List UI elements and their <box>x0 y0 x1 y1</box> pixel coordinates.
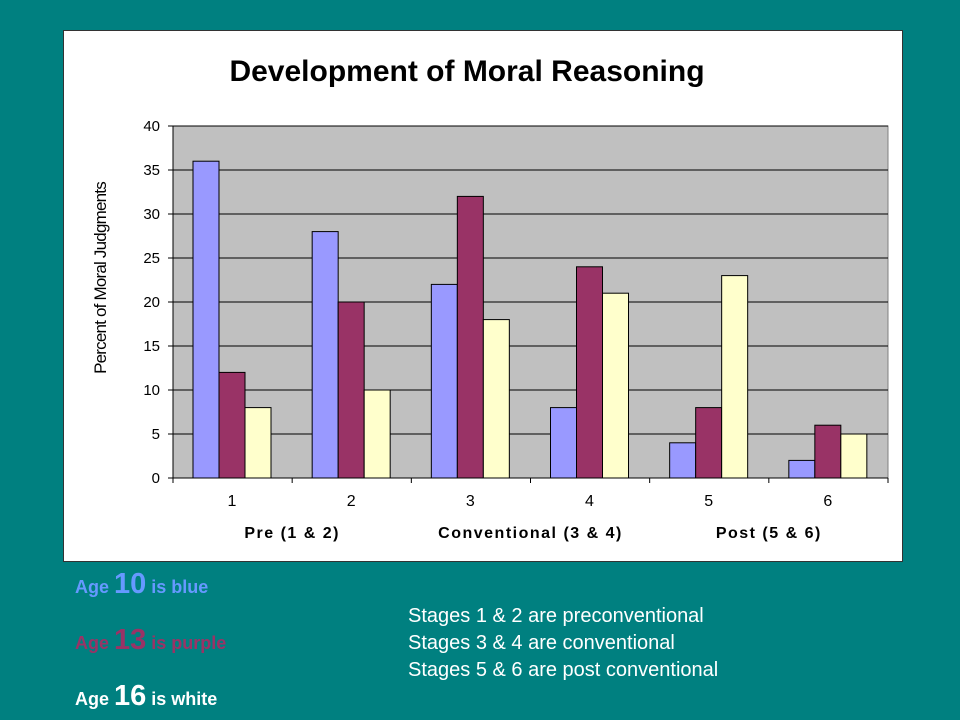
x-tick-label: 2 <box>347 493 356 510</box>
legend-age-10: Age 10 is blue <box>75 568 208 601</box>
legend-age-number: 10 <box>114 568 147 600</box>
legend-suffix: is purple <box>146 633 227 653</box>
y-tick-label: 20 <box>143 294 160 311</box>
y-tick-label: 35 <box>143 162 160 179</box>
y-tick-label: 10 <box>143 382 160 399</box>
legend-prefix: Age <box>75 577 115 597</box>
y-axis-label: Percent of Moral Judgments <box>91 182 110 374</box>
bar-series-2-cat-6 <box>814 424 842 479</box>
chart-panel: Development of Moral Reasoning Percent o… <box>63 30 903 562</box>
y-tick-label: 0 <box>152 470 160 487</box>
legend-prefix: Age <box>75 633 115 653</box>
legend-age-13: Age 13 is purple <box>75 624 226 657</box>
legend-age-number: 13 <box>114 624 147 656</box>
legend-age-number: 16 <box>114 680 147 712</box>
bar-series-2-cat-4 <box>576 266 603 479</box>
bar-series-1-cat-2 <box>311 231 339 479</box>
bar-series-1-cat-5 <box>669 442 697 479</box>
bar-series-3-cat-4 <box>602 292 629 479</box>
y-tick-label: 30 <box>143 206 160 223</box>
note-line-conventional: Stages 3 & 4 are conventional <box>408 632 675 654</box>
legend-prefix: Age <box>75 689 115 709</box>
bar-series-3-cat-6 <box>840 433 868 479</box>
bar-series-1-cat-6 <box>788 459 816 479</box>
x-tick-label: 5 <box>704 493 713 510</box>
y-tick-label: 40 <box>143 118 160 135</box>
bar-series-3-cat-5 <box>721 275 749 479</box>
bar-chart: Development of Moral Reasoning Percent o… <box>91 55 889 542</box>
x-tick-label: 1 <box>228 493 237 510</box>
legend-suffix: is blue <box>146 577 209 597</box>
bar-series-2-cat-1 <box>218 371 246 479</box>
bar-series-3-cat-1 <box>244 407 272 479</box>
x-group-label: Post (5 & 6) <box>716 525 822 542</box>
y-tick-label: 25 <box>143 250 160 267</box>
bar-series-1-cat-3 <box>430 283 458 479</box>
bar-series-2-cat-2 <box>337 301 365 479</box>
stage-notes: Stages 1 & 2 are preconventional Stages … <box>408 603 718 684</box>
x-group-label: Conventional (3 & 4) <box>438 525 623 542</box>
bar-series-2-cat-5 <box>695 407 723 479</box>
chart-title: Development of Moral Reasoning <box>229 55 704 88</box>
bar-series-1-cat-4 <box>550 407 577 479</box>
bar-series-2-cat-3 <box>456 195 484 479</box>
x-tick-label: 4 <box>585 493 594 510</box>
legend-age-16: Age 16 is white <box>75 680 217 713</box>
bar-series-1-cat-1 <box>192 160 220 479</box>
y-tick-label: 5 <box>152 426 160 443</box>
note-line-preconventional: Stages 1 & 2 are preconventional <box>408 605 704 627</box>
bar-series-3-cat-2 <box>363 389 391 479</box>
legend-suffix: is white <box>146 689 218 709</box>
y-tick-label: 15 <box>143 338 160 355</box>
note-line-post-conventional: Stages 5 & 6 are post conventional <box>408 659 719 681</box>
x-tick-label: 6 <box>823 493 832 510</box>
bar-series-3-cat-3 <box>482 319 510 479</box>
x-group-label: Pre (1 & 2) <box>244 525 340 542</box>
x-tick-label: 3 <box>466 493 475 510</box>
